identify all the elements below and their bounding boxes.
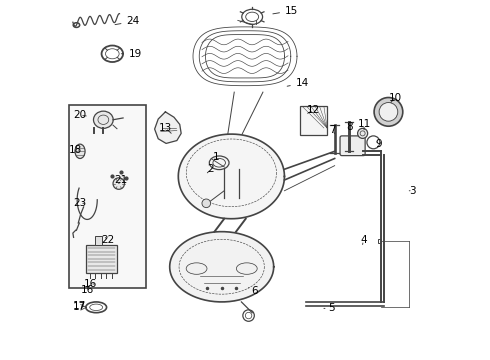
Text: 18: 18 — [69, 144, 82, 154]
Text: 17: 17 — [73, 301, 86, 311]
Polygon shape — [178, 134, 285, 219]
Ellipse shape — [75, 144, 85, 158]
Bar — [69, 105, 147, 288]
Circle shape — [379, 103, 398, 121]
Text: 20: 20 — [74, 111, 87, 121]
Circle shape — [374, 98, 403, 126]
Text: 12: 12 — [307, 105, 320, 115]
Text: 4: 4 — [360, 235, 367, 245]
Circle shape — [202, 199, 211, 208]
Text: 19: 19 — [122, 49, 142, 59]
Text: 15: 15 — [273, 6, 298, 16]
Polygon shape — [155, 112, 181, 143]
Text: 9: 9 — [375, 139, 382, 149]
Ellipse shape — [236, 263, 257, 274]
Text: 16: 16 — [83, 279, 97, 289]
Text: 5: 5 — [324, 303, 334, 314]
Text: 3: 3 — [409, 186, 416, 196]
Text: 16: 16 — [81, 285, 95, 296]
Text: 10: 10 — [389, 93, 401, 103]
Circle shape — [113, 178, 124, 189]
Bar — [300, 107, 327, 135]
Ellipse shape — [186, 263, 207, 274]
Circle shape — [358, 129, 368, 138]
Text: 8: 8 — [346, 122, 353, 132]
Text: 21: 21 — [115, 175, 128, 185]
Polygon shape — [170, 231, 274, 302]
Text: 6: 6 — [248, 286, 258, 296]
Text: 1: 1 — [213, 152, 220, 162]
Text: 22: 22 — [101, 235, 115, 245]
Text: 17: 17 — [73, 302, 86, 312]
FancyBboxPatch shape — [340, 136, 365, 156]
Bar — [378, 239, 381, 243]
Text: 24: 24 — [115, 17, 140, 27]
Bar — [87, 244, 117, 273]
Text: 7: 7 — [330, 125, 336, 135]
Ellipse shape — [94, 111, 113, 129]
Text: 23: 23 — [74, 198, 87, 208]
Text: 2: 2 — [207, 164, 214, 174]
Bar — [96, 235, 102, 244]
Text: 11: 11 — [357, 120, 370, 130]
Text: 13: 13 — [159, 123, 172, 133]
Text: 14: 14 — [287, 78, 309, 88]
